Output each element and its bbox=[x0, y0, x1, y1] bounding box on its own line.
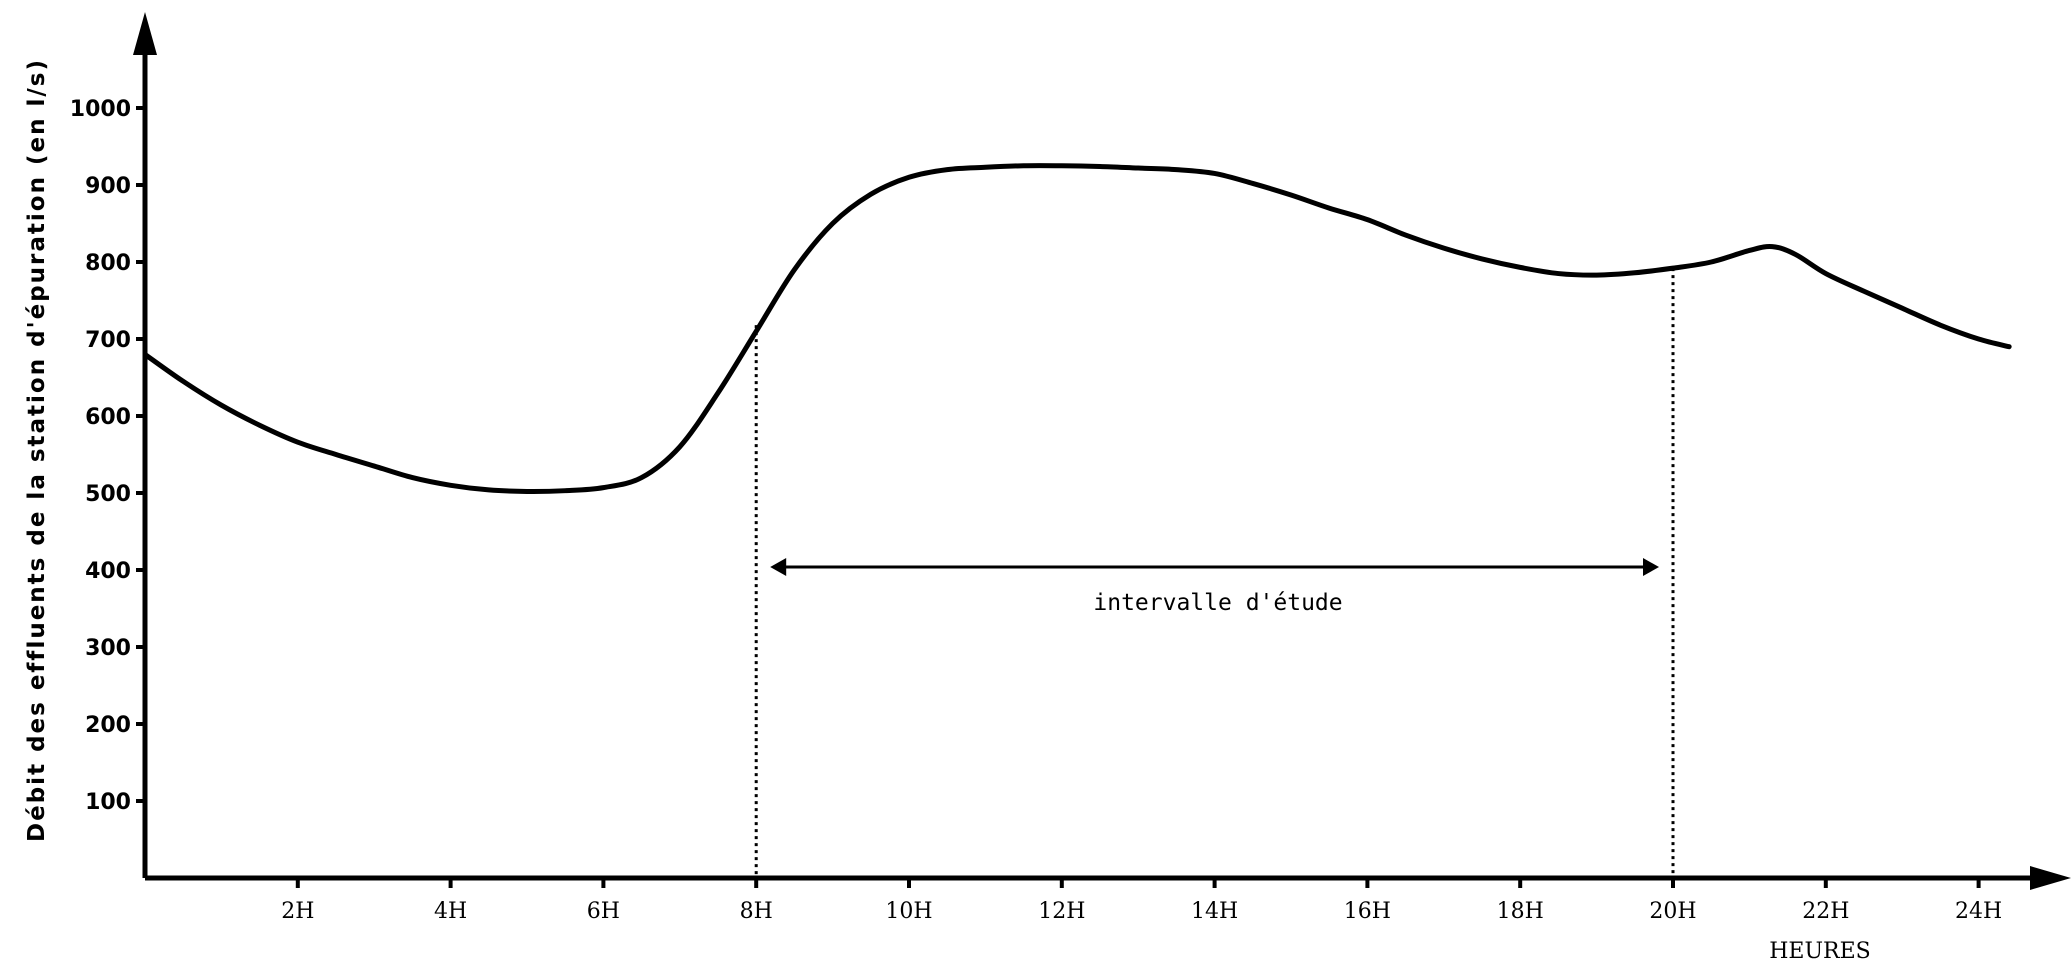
y-tick-label: 400 bbox=[85, 559, 131, 584]
interval-label: intervalle d'étude bbox=[1093, 590, 1342, 616]
x-tick-label: 20H bbox=[1649, 899, 1696, 924]
x-tick-label: 22H bbox=[1802, 899, 1849, 924]
y-tick-label: 100 bbox=[85, 790, 131, 815]
x-tick-label: 10H bbox=[885, 899, 932, 924]
y-axis-arrowhead bbox=[133, 12, 157, 55]
interval-arrow-left-head bbox=[770, 558, 787, 576]
y-tick-label: 1000 bbox=[70, 97, 131, 122]
x-tick-label: 4H bbox=[434, 899, 467, 924]
x-tick-label: 24H bbox=[1955, 899, 2002, 924]
x-tick-label: 12H bbox=[1038, 899, 1085, 924]
x-tick-label: 2H bbox=[281, 899, 314, 924]
x-tick-label: 16H bbox=[1344, 899, 1391, 924]
y-tick-label: 800 bbox=[85, 251, 131, 276]
y-tick-label: 500 bbox=[85, 482, 131, 507]
y-tick-label: 900 bbox=[85, 174, 131, 199]
series-line bbox=[142, 163, 2012, 494]
interval-arrow-right-head bbox=[1643, 558, 1659, 576]
x-axis-title: HEURES bbox=[1769, 939, 1870, 964]
y-axis-title: Débit des effluents de la station d'épur… bbox=[24, 58, 50, 842]
x-tick-label: 18H bbox=[1497, 899, 1544, 924]
y-tick-label: 700 bbox=[85, 328, 131, 353]
y-tick-label: 200 bbox=[85, 713, 131, 738]
x-tick-label: 6H bbox=[587, 899, 620, 924]
x-axis-arrowhead bbox=[2030, 866, 2071, 890]
y-tick-label: 600 bbox=[85, 405, 131, 430]
x-tick-label: 8H bbox=[740, 899, 773, 924]
x-tick-label: 14H bbox=[1191, 899, 1238, 924]
y-tick-label: 300 bbox=[85, 636, 131, 661]
